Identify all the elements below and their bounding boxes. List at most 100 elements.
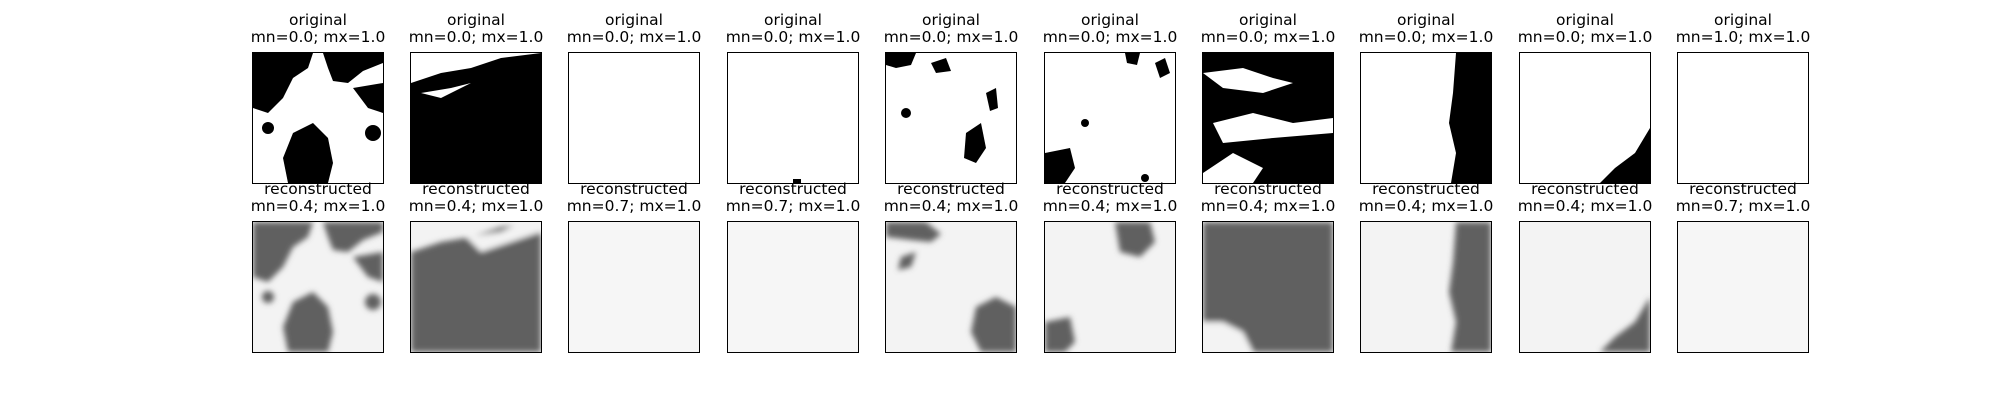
- panel-stats: mn=0.0; mx=1.0: [250, 28, 386, 46]
- region-shape: [283, 292, 333, 352]
- panel-background: [728, 53, 858, 183]
- panel-shapes: [1045, 222, 1155, 352]
- panel-title: reconstructed: [1214, 180, 1322, 198]
- panel-shapes: [1449, 222, 1491, 352]
- image-plot: [253, 222, 383, 352]
- panel-title: original: [289, 11, 347, 29]
- reconstructed-image-panel: [1677, 221, 1809, 353]
- panel-title: original: [764, 11, 822, 29]
- panel-stats: mn=0.7; mx=1.0: [566, 197, 702, 215]
- panel-stats: mn=0.0; mx=1.0: [1517, 28, 1653, 46]
- region-shape: [1449, 222, 1491, 352]
- region-shape: [253, 53, 313, 113]
- panel-title: reconstructed: [1689, 180, 1797, 198]
- panel-title: reconstructed: [580, 180, 688, 198]
- panel-stats: mn=0.4; mx=1.0: [250, 197, 386, 215]
- panel-stats: mn=0.7; mx=1.0: [725, 197, 861, 215]
- reconstructed-image-panel: [410, 221, 542, 353]
- region-shape: [1600, 297, 1650, 352]
- region-shape: [323, 222, 383, 252]
- reconstructed-image-panel: [1519, 221, 1651, 353]
- panel-shapes: [1600, 128, 1650, 183]
- region-shape: [886, 222, 941, 242]
- panel-stats: mn=0.4; mx=1.0: [1517, 197, 1653, 215]
- panel-title: reconstructed: [422, 180, 530, 198]
- original-image-panel: [1360, 52, 1492, 184]
- original-image-panel: [1519, 52, 1651, 184]
- panel-title: reconstructed: [1372, 180, 1480, 198]
- panel-background: [569, 222, 699, 352]
- region-shape: [931, 58, 951, 73]
- region-shape: [1155, 58, 1170, 78]
- panel-stats: mn=0.7; mx=1.0: [1675, 197, 1811, 215]
- region-shape: [1045, 317, 1075, 352]
- panel-stats: mn=0.0; mx=1.0: [566, 28, 702, 46]
- original-image-panel: [885, 52, 1017, 184]
- image-plot: [1520, 53, 1650, 183]
- panel-shapes: [1600, 297, 1650, 352]
- panel-shapes: [1203, 222, 1333, 352]
- panel-shapes: [1203, 53, 1333, 183]
- panel-shapes: [886, 222, 1016, 352]
- region-shape: [898, 252, 916, 270]
- image-plot: [886, 222, 1016, 352]
- reconstructed-image-panel: [885, 221, 1017, 353]
- region-shape: [1600, 128, 1650, 183]
- region-shape: [1081, 119, 1089, 127]
- region-shape: [262, 291, 274, 303]
- panel-title: reconstructed: [264, 180, 372, 198]
- reconstructed-image-panel: [252, 221, 384, 353]
- region-shape: [365, 125, 381, 141]
- region-shape: [253, 222, 313, 282]
- panel-stats: mn=0.4; mx=1.0: [1358, 197, 1494, 215]
- region-shape: [1449, 53, 1491, 183]
- original-image-panel: [727, 52, 859, 184]
- panel-title: original: [1081, 11, 1139, 29]
- image-plot: [1045, 222, 1175, 352]
- panel-stats: mn=0.0; mx=1.0: [883, 28, 1019, 46]
- image-plot: [1520, 222, 1650, 352]
- panel-stats: mn=0.4; mx=1.0: [1200, 197, 1336, 215]
- region-shape: [964, 123, 986, 163]
- original-image-panel: [1044, 52, 1176, 184]
- region-shape: [323, 53, 383, 83]
- original-image-panel: [1677, 52, 1809, 184]
- region-shape: [365, 294, 381, 310]
- panel-stats: mn=0.0; mx=1.0: [408, 28, 544, 46]
- region-shape: [886, 53, 916, 68]
- region-shape: [353, 252, 383, 282]
- image-plot: [1361, 222, 1491, 352]
- panel-stats: mn=0.4; mx=1.0: [408, 197, 544, 215]
- region-shape: [353, 83, 383, 113]
- original-image-panel: [1202, 52, 1334, 184]
- image-plot: [886, 53, 1016, 183]
- panel-title: original: [1556, 11, 1614, 29]
- image-plot: [411, 53, 541, 183]
- region-shape: [986, 88, 998, 111]
- image-plot: [1361, 53, 1491, 183]
- panel-title: reconstructed: [1531, 180, 1639, 198]
- panel-title: reconstructed: [739, 180, 847, 198]
- panel-stats: mn=0.4; mx=1.0: [1042, 197, 1178, 215]
- region-shape: [971, 297, 1016, 352]
- region-shape: [262, 122, 274, 134]
- region-shape: [1141, 174, 1149, 182]
- panel-background: [886, 53, 1016, 183]
- panel-title: original: [1239, 11, 1297, 29]
- panel-background: [728, 222, 858, 352]
- panel-title: reconstructed: [1056, 180, 1164, 198]
- panel-background: [569, 53, 699, 183]
- original-image-panel: [568, 52, 700, 184]
- panel-stats: mn=0.0; mx=1.0: [1358, 28, 1494, 46]
- panel-background: [1678, 53, 1808, 183]
- panel-title: original: [1714, 11, 1772, 29]
- image-plot: [728, 222, 858, 352]
- panel-title: original: [447, 11, 505, 29]
- panel-stats: mn=0.0; mx=1.0: [1042, 28, 1178, 46]
- image-plot: [1678, 53, 1808, 183]
- panel-title: reconstructed: [897, 180, 1005, 198]
- panel-stats: mn=1.0; mx=1.0: [1675, 28, 1811, 46]
- region-shape: [1045, 148, 1075, 183]
- region-shape: [1125, 53, 1140, 65]
